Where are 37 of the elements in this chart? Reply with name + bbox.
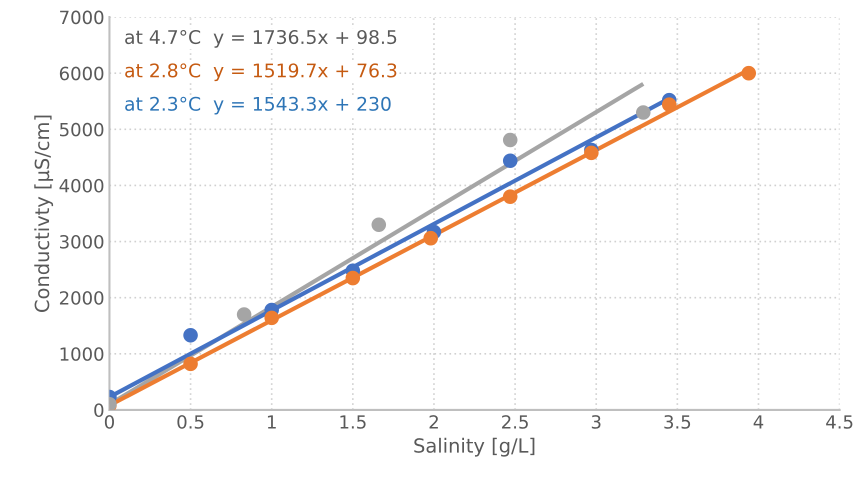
x-tick-label: 4.5: [826, 415, 852, 429]
x-tick-label: 2: [430, 415, 438, 428]
y-axis-title: Conductivty [µS/cm]: [34, 116, 54, 312]
point: [346, 270, 360, 286]
x-axis-title: Salinity [g/L]: [414, 438, 534, 457]
x-tick-label: 0.5: [177, 415, 204, 429]
y-tick-label: 6000: [60, 66, 104, 80]
x-tick-label: 1: [268, 415, 276, 428]
point: [183, 356, 198, 372]
annotation: at 4.7°C y = 1736.5x + 98.5: [125, 30, 396, 48]
point: [636, 105, 651, 120]
point: [236, 307, 252, 322]
point: [423, 230, 438, 246]
point: [662, 97, 677, 112]
point: [502, 189, 518, 204]
y-tick-label: 0: [94, 403, 104, 418]
y-tick-label: 1000: [60, 347, 104, 361]
point: [584, 146, 599, 160]
point: [372, 217, 386, 232]
x-tick-label: 0: [104, 415, 114, 429]
y-tick-label: 2000: [60, 291, 104, 305]
y-tick-label: 3000: [60, 235, 104, 249]
point: [183, 328, 198, 343]
point: [502, 153, 518, 168]
x-tick-label: 3.5: [664, 415, 690, 429]
x-tick-label: 2.5: [502, 415, 528, 429]
annotation: at 2.8°C y = 1519.7x + 76.3: [125, 63, 396, 82]
point: [502, 132, 518, 148]
x-tick-label: 1.5: [340, 415, 366, 429]
x-tick-label: 3: [592, 415, 601, 429]
y-tick-label: 7000: [60, 10, 104, 24]
y-tick-label: 5000: [60, 122, 104, 136]
point: [741, 66, 756, 80]
point: [264, 310, 279, 326]
annotation: at 2.3°C y = 1543.3x + 230: [125, 96, 391, 115]
x-tick-label: 4: [754, 415, 764, 428]
y-tick-label: 4000: [60, 178, 104, 193]
